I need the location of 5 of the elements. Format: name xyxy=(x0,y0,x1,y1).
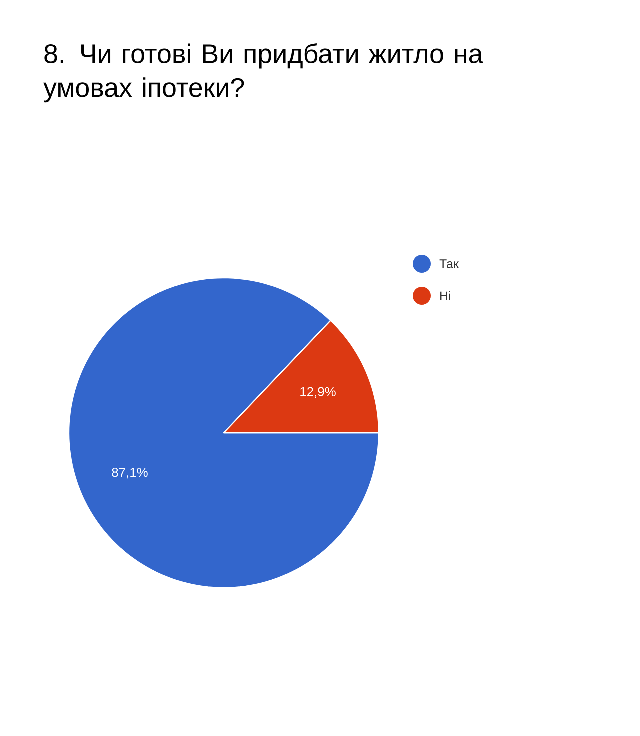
data-label: 12,9% xyxy=(300,387,336,398)
chart-title: 8. Чи готові Ви придбати житло на умовах іпотеки? xyxy=(44,43,484,103)
legend-label: Ні xyxy=(440,291,450,300)
data-label: 87,1% xyxy=(112,468,148,479)
legend-label: Так xyxy=(440,260,460,268)
